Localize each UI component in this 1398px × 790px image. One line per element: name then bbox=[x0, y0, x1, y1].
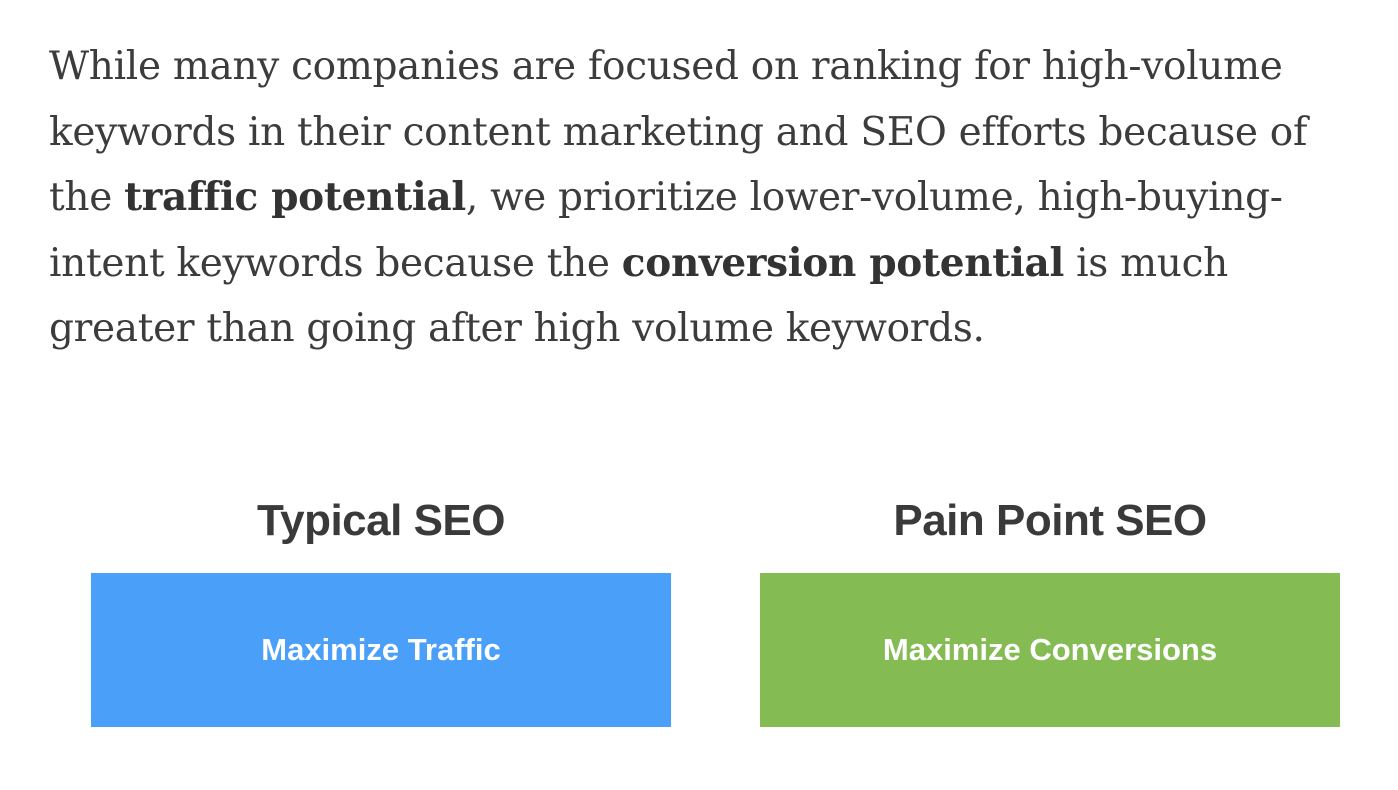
emphasis-conversion-potential: conversion potential bbox=[621, 239, 1065, 286]
intro-text-2: , we prioritize lower-volume, high-buyin… bbox=[49, 175, 1283, 286]
intro-text-1: While many companies are focused on rank… bbox=[49, 44, 1308, 220]
seo-comparison: Typical SEO Maximize Traffic Pain Point … bbox=[0, 490, 1398, 750]
maximize-traffic-box: Maximize Traffic bbox=[91, 573, 671, 727]
emphasis-traffic-potential: traffic potential bbox=[124, 174, 466, 220]
intro-paragraph: While many companies are focused on rank… bbox=[49, 34, 1369, 362]
maximize-conversions-label: Maximize Conversions bbox=[882, 632, 1218, 667]
pain-point-seo-title: Pain Point SEO bbox=[893, 496, 1207, 545]
pain-point-seo-column: Pain Point SEO Maximize Conversions bbox=[760, 490, 1340, 727]
typical-seo-column: Typical SEO Maximize Traffic bbox=[91, 490, 671, 727]
typical-seo-title: Typical SEO bbox=[257, 496, 506, 545]
maximize-traffic-label: Maximize Traffic bbox=[261, 632, 501, 667]
intro-text-3: is much greater than going after high vo… bbox=[49, 240, 1228, 352]
maximize-conversions-box: Maximize Conversions bbox=[760, 573, 1340, 727]
